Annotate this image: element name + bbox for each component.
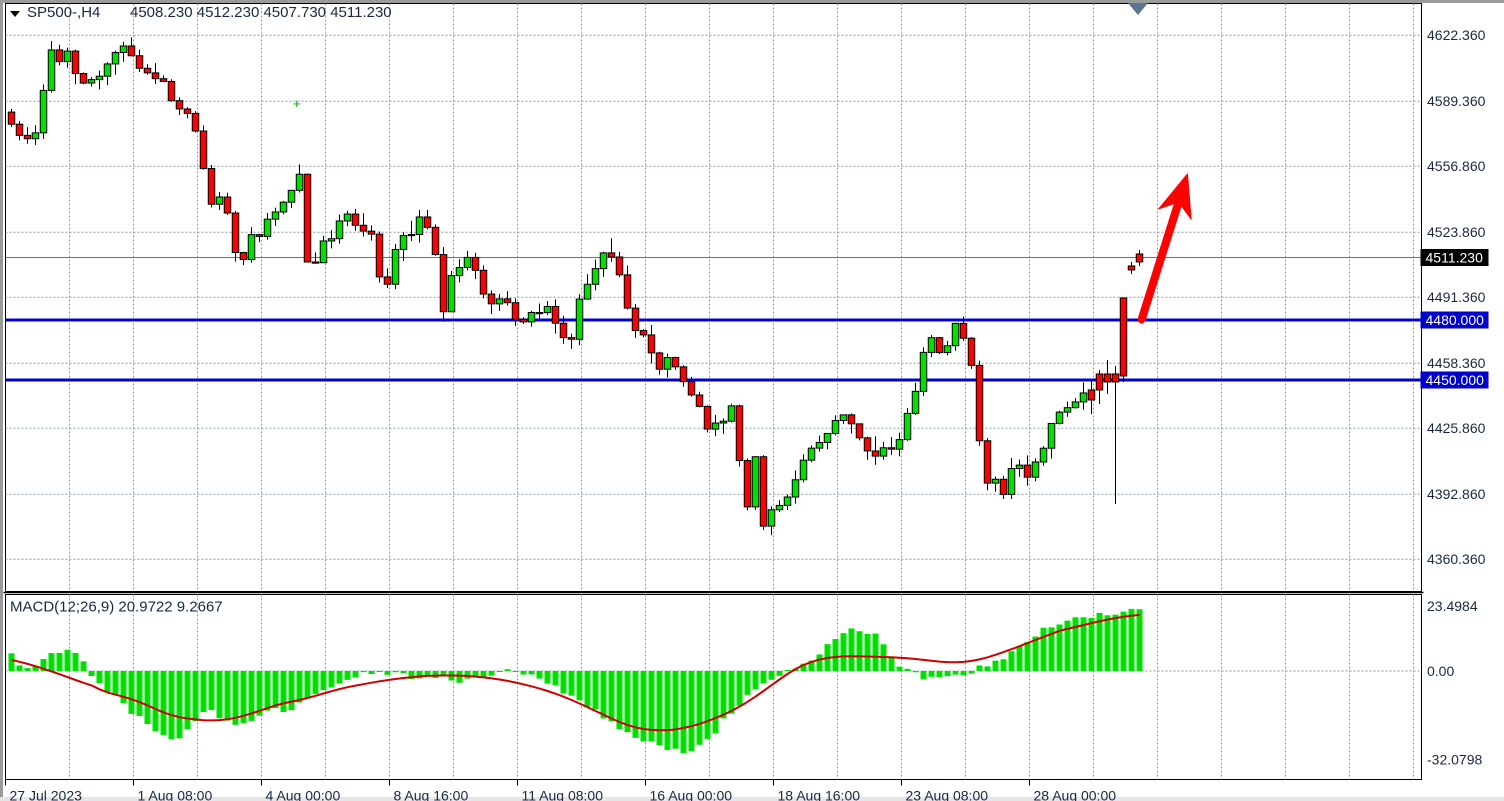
svg-text:18 Aug 16:00: 18 Aug 16:00 bbox=[778, 788, 861, 801]
svg-text:8 Aug 16:00: 8 Aug 16:00 bbox=[394, 788, 469, 801]
svg-text:23.4984: 23.4984 bbox=[1427, 598, 1478, 614]
svg-text:28 Aug 00:00: 28 Aug 00:00 bbox=[1034, 788, 1117, 801]
svg-text:4622.360: 4622.360 bbox=[1427, 27, 1486, 43]
svg-text:4450.000: 4450.000 bbox=[1426, 372, 1485, 388]
svg-text:4360.360: 4360.360 bbox=[1427, 551, 1486, 567]
svg-text:MACD(12;26,9) 20.9722 9.2667: MACD(12;26,9) 20.9722 9.2667 bbox=[10, 599, 223, 616]
svg-text:SP500‐,H4: SP500‐,H4 bbox=[27, 4, 100, 21]
svg-text:0.00: 0.00 bbox=[1427, 663, 1454, 679]
svg-text:4425.860: 4425.860 bbox=[1427, 420, 1486, 436]
svg-text:4392.860: 4392.860 bbox=[1427, 486, 1486, 502]
svg-text:16 Aug 00:00: 16 Aug 00:00 bbox=[650, 788, 733, 801]
svg-text:4458.360: 4458.360 bbox=[1427, 355, 1486, 371]
svg-text:+: + bbox=[293, 96, 301, 111]
svg-text:4480.000: 4480.000 bbox=[1426, 312, 1485, 328]
svg-text:4589.360: 4589.360 bbox=[1427, 93, 1486, 109]
svg-text:4491.360: 4491.360 bbox=[1427, 289, 1486, 305]
svg-text:4508.230 4512.230 4507.730 451: 4508.230 4512.230 4507.730 4511.230 bbox=[130, 4, 392, 21]
svg-text:1 Aug 08:00: 1 Aug 08:00 bbox=[138, 788, 213, 801]
svg-text:27 Jul 2023: 27 Jul 2023 bbox=[10, 788, 83, 801]
svg-text:-32.0798: -32.0798 bbox=[1427, 752, 1482, 768]
svg-text:4 Aug 00:00: 4 Aug 00:00 bbox=[266, 788, 341, 801]
svg-text:11 Aug 08:00: 11 Aug 08:00 bbox=[522, 788, 604, 801]
svg-text:4523.860: 4523.860 bbox=[1427, 224, 1486, 240]
svg-text:4511.230: 4511.230 bbox=[1426, 250, 1484, 266]
svg-text:23 Aug 08:00: 23 Aug 08:00 bbox=[906, 788, 989, 801]
svg-text:4556.860: 4556.860 bbox=[1427, 158, 1486, 174]
